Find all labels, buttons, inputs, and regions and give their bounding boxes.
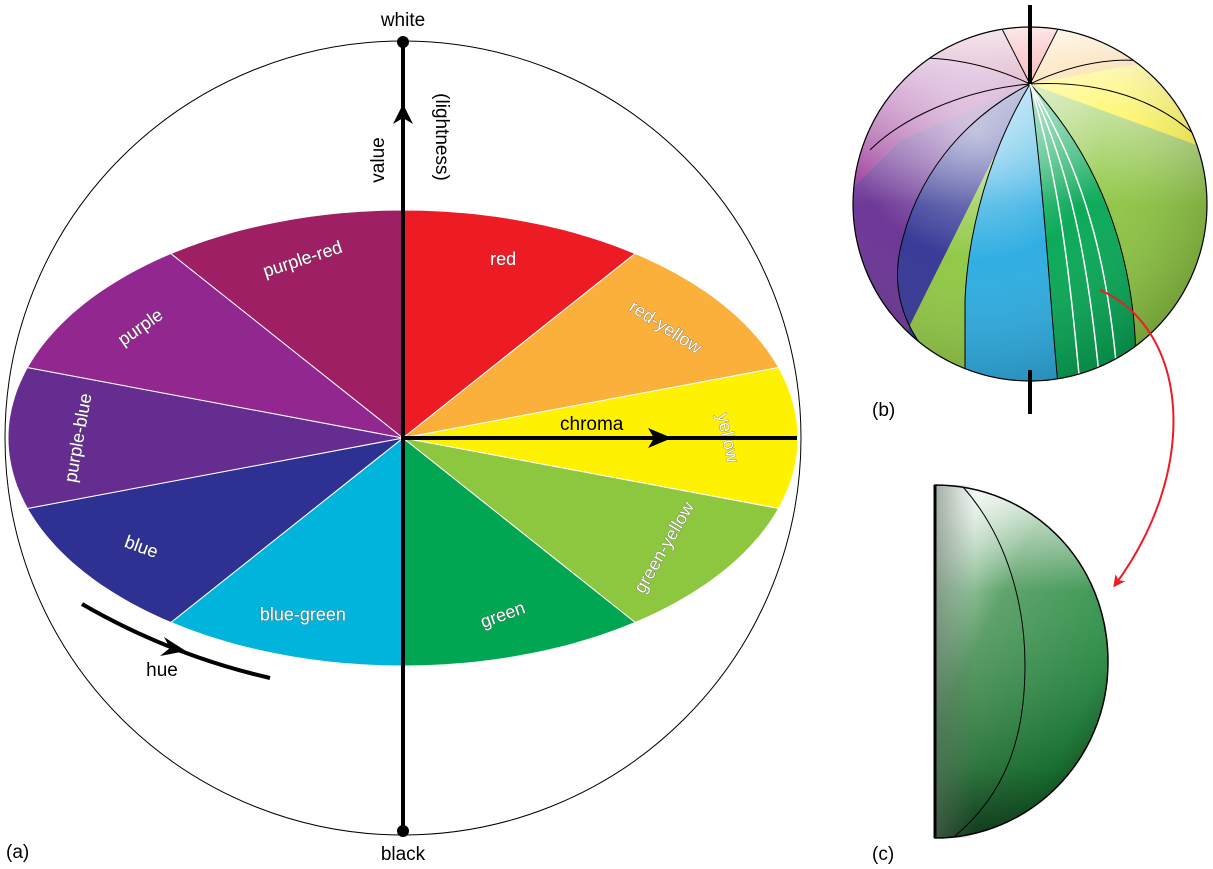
black-point — [397, 825, 409, 837]
white-label: white — [380, 10, 425, 31]
section-gray-edge — [935, 485, 975, 838]
hue-wedge-red — [402, 209, 637, 440]
hue-wedge-green — [402, 436, 637, 667]
hue-wedge-red-yellow — [402, 252, 780, 439]
panel-b: (b) — [852, 5, 1208, 421]
section-outline — [934, 484, 1109, 839]
chroma-arrowhead — [648, 428, 672, 448]
hue-wedge-purple — [26, 252, 404, 439]
panel-b-label: (b) — [872, 400, 895, 421]
lightness-label: (lightness) — [431, 93, 452, 181]
hue-wedge-blue — [26, 437, 404, 624]
section-shading — [935, 485, 1108, 838]
section-contour-inner — [954, 486, 1026, 837]
hue-wedge-blue-green — [169, 436, 404, 667]
chroma-label: chroma — [560, 414, 624, 435]
white-point — [397, 36, 409, 48]
hue-label-red: red — [490, 249, 516, 269]
value-arrowhead — [393, 104, 413, 124]
value-label: value — [368, 137, 389, 182]
hue-label: hue — [146, 660, 178, 681]
hue-label-blue-green: blue-green — [260, 605, 346, 625]
panel-c-label: (c) — [872, 844, 894, 864]
panel-a: redred-yellowyellowgreen-yellowgreenblue… — [4, 10, 802, 865]
hue-wedge-green-yellow — [402, 437, 780, 624]
sphere-highlight-lines — [1029, 83, 1119, 381]
section-arrow — [1099, 289, 1175, 588]
hue-wedge-purple-blue — [7, 366, 404, 510]
panel-a-label: (a) — [6, 842, 29, 863]
black-label: black — [381, 844, 426, 864]
sphere-shading — [853, 27, 1207, 381]
hue-arrowhead — [160, 637, 186, 656]
hue-wheel — [7, 209, 799, 667]
panel-c: (c) — [872, 484, 1109, 865]
hue-wedge-purple-red — [169, 209, 404, 440]
